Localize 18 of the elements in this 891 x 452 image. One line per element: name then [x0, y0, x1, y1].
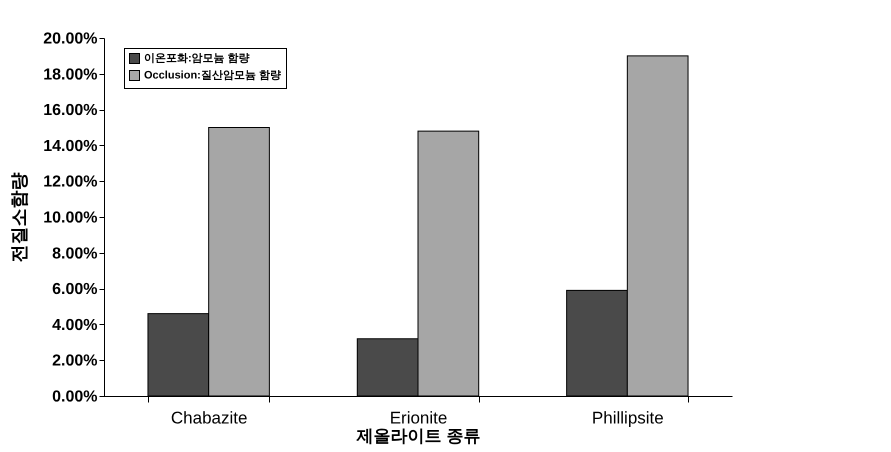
- x-tick-label: Phillipsite: [592, 408, 664, 428]
- y-tick-label: 18.00%: [43, 66, 98, 84]
- y-tick-label: 2.00%: [52, 352, 98, 370]
- y-tick-label: 6.00%: [52, 281, 98, 298]
- x-axis-title: 제올라이트 종류: [356, 426, 480, 446]
- y-tick-label: 10.00%: [43, 210, 98, 226]
- y-tick-label: 16.00%: [43, 102, 98, 120]
- y-axis-title: 전질소함량: [9, 172, 30, 262]
- y-tick-label: 0.00%: [52, 388, 98, 406]
- y-tick-label: 20.00%: [43, 30, 98, 48]
- y-tick-label: 14.00%: [43, 138, 98, 155]
- legend-label: 이온포화:암모늄 함량: [144, 52, 250, 64]
- y-tick-label: 8.00%: [52, 245, 98, 262]
- y-tick-label: 12.00%: [43, 174, 98, 191]
- legend-label: Occlusion:질산암모늄 함량: [144, 70, 281, 82]
- x-tick-label: Chabazite: [170, 408, 248, 428]
- y-tick-label: 4.00%: [52, 316, 98, 334]
- x-tick-label: Erionite: [390, 408, 448, 428]
